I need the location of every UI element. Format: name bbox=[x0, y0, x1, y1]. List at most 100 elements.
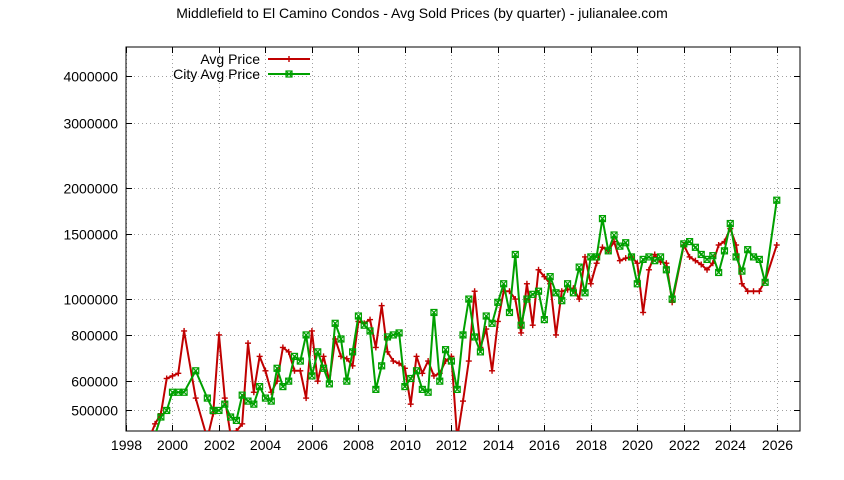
data-point bbox=[337, 335, 345, 343]
y-tick-label: 1500000 bbox=[63, 227, 118, 243]
data-point bbox=[256, 383, 264, 391]
data-point bbox=[511, 250, 519, 259]
data-point bbox=[209, 407, 217, 414]
y-tick-label: 3000000 bbox=[63, 116, 118, 132]
data-point bbox=[546, 273, 554, 281]
data-point bbox=[575, 263, 583, 271]
data-point bbox=[523, 295, 531, 303]
data-point bbox=[604, 247, 612, 255]
data-point bbox=[651, 257, 659, 265]
data-point bbox=[488, 319, 496, 327]
data-point bbox=[366, 327, 374, 335]
series-1 bbox=[146, 196, 781, 441]
data-point bbox=[552, 289, 560, 297]
data-point bbox=[488, 319, 496, 327]
data-point bbox=[146, 435, 152, 441]
data-point bbox=[645, 253, 653, 261]
data-point bbox=[506, 309, 513, 316]
data-point bbox=[163, 407, 171, 414]
data-point bbox=[494, 298, 502, 306]
x-tick-label: 2022 bbox=[669, 437, 700, 453]
data-point bbox=[622, 239, 630, 247]
data-point bbox=[540, 316, 548, 324]
data-point bbox=[343, 377, 351, 385]
data-point bbox=[442, 346, 449, 354]
data-point bbox=[459, 331, 467, 339]
data-point bbox=[378, 362, 386, 370]
data-point bbox=[308, 372, 316, 380]
data-point bbox=[558, 297, 566, 305]
data-point bbox=[500, 280, 508, 288]
data-point bbox=[563, 280, 572, 288]
data-point bbox=[221, 400, 229, 408]
data-point bbox=[366, 327, 374, 335]
data-point bbox=[453, 385, 461, 394]
data-point bbox=[215, 406, 223, 415]
data-point bbox=[755, 255, 763, 264]
data-point bbox=[721, 247, 728, 255]
data-point bbox=[482, 312, 490, 320]
y-tick-label: 500000 bbox=[71, 403, 118, 419]
data-point bbox=[738, 267, 746, 275]
data-point bbox=[436, 377, 444, 385]
data-point bbox=[459, 331, 467, 339]
data-point bbox=[372, 385, 380, 393]
data-point bbox=[477, 348, 484, 356]
data-point bbox=[657, 253, 664, 261]
data-point bbox=[314, 348, 322, 356]
data-point bbox=[360, 321, 368, 329]
x-tick-label: 2002 bbox=[204, 437, 235, 453]
data-point bbox=[697, 250, 705, 259]
data-point bbox=[296, 357, 304, 365]
data-point bbox=[616, 242, 624, 250]
data-point bbox=[726, 219, 734, 228]
data-point bbox=[465, 295, 473, 303]
data-point bbox=[430, 308, 438, 317]
data-point bbox=[244, 397, 252, 405]
data-point bbox=[372, 385, 380, 394]
x-tick-label: 2006 bbox=[297, 437, 328, 453]
data-point bbox=[436, 377, 444, 385]
data-point bbox=[610, 231, 618, 239]
data-point bbox=[453, 385, 461, 393]
y-tick-label: 800000 bbox=[71, 328, 118, 344]
data-point bbox=[290, 352, 299, 360]
data-point bbox=[709, 252, 717, 260]
data-point bbox=[599, 215, 606, 223]
data-point bbox=[412, 367, 421, 375]
data-point bbox=[174, 388, 182, 396]
data-point bbox=[686, 238, 694, 246]
data-point bbox=[691, 243, 699, 251]
data-point bbox=[558, 297, 566, 305]
data-point bbox=[471, 333, 479, 341]
data-point bbox=[180, 388, 188, 396]
data-point bbox=[232, 416, 240, 424]
data-point bbox=[395, 329, 403, 337]
data-point bbox=[534, 287, 543, 295]
x-tick-label: 1998 bbox=[111, 437, 142, 453]
data-point bbox=[668, 295, 676, 303]
y-tick-label: 2000000 bbox=[63, 181, 118, 197]
data-point bbox=[720, 247, 729, 255]
data-point bbox=[238, 391, 246, 399]
data-point bbox=[691, 243, 700, 251]
chart-title: Middlefield to El Camino Condos - Avg So… bbox=[176, 5, 668, 21]
grid-lines bbox=[126, 47, 800, 431]
x-tick-label: 2020 bbox=[622, 437, 653, 453]
data-point bbox=[325, 380, 333, 388]
y-tick-label: 600000 bbox=[71, 374, 118, 390]
data-point bbox=[349, 348, 357, 356]
data-point bbox=[686, 237, 694, 246]
x-tick-label: 2010 bbox=[390, 437, 421, 453]
data-point bbox=[314, 348, 322, 356]
data-point bbox=[575, 263, 583, 271]
data-point bbox=[697, 251, 705, 258]
x-tick-label: 2016 bbox=[529, 437, 560, 453]
data-point bbox=[627, 253, 636, 261]
data-point bbox=[256, 383, 264, 391]
data-point bbox=[732, 253, 740, 261]
x-tick-label: 2008 bbox=[343, 437, 374, 453]
data-point bbox=[517, 321, 525, 329]
x-tick-label: 2000 bbox=[157, 437, 188, 453]
x-tick-label: 2004 bbox=[250, 437, 281, 453]
